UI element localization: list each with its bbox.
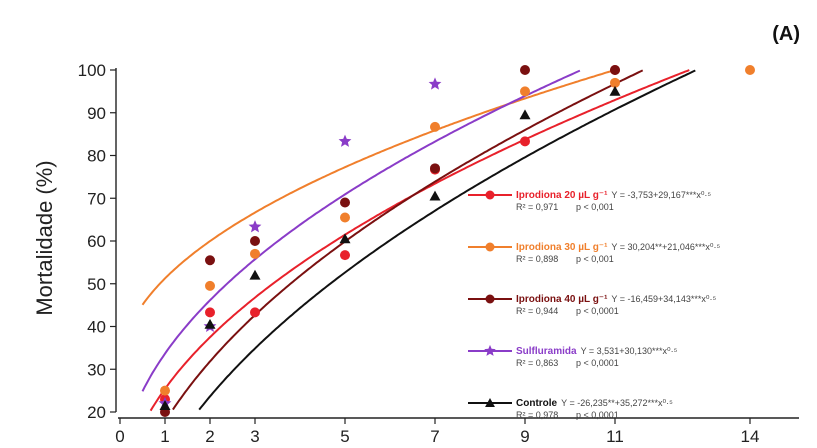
data-point-series-2 (205, 280, 215, 291)
legend-marker-series-1 (485, 190, 495, 200)
legend-series-name: Iprodiona 40 µL g⁻¹ (516, 294, 608, 305)
legend-p-value: p < 0,0001 (576, 410, 619, 420)
y-tick-label: 40 (87, 318, 106, 337)
data-point-series-2 (520, 86, 530, 97)
data-point-series-5 (204, 318, 216, 329)
panel-label: (A) (772, 23, 800, 45)
legend-p-value: p < 0,001 (576, 202, 614, 212)
data-point-series-2 (250, 248, 260, 259)
legend-r-squared: R² = 0,944 (516, 306, 558, 316)
data-point-series-1 (340, 250, 350, 261)
x-tick-label: 5 (340, 427, 349, 446)
data-point-series-4 (248, 220, 262, 233)
x-tick-label: 9 (520, 427, 529, 446)
legend-equation: Y = 30,204**+21,046***x⁰·⁵ (611, 242, 720, 252)
fit-curve-series-5 (198, 69, 696, 411)
y-tick-label: 80 (87, 147, 106, 166)
data-point-series-2 (745, 65, 755, 75)
legend-series-name: Controle (516, 398, 558, 409)
legend-equation: Y = -26,235**+35,272***x⁰·⁵ (561, 398, 673, 408)
data-point-series-3 (610, 65, 620, 75)
data-point-series-2 (430, 121, 440, 132)
fit-curves (141, 69, 696, 412)
legend-r-squared: R² = 0,863 (516, 358, 558, 368)
legend-equation: Y = -3,753+29,167***x⁰·⁵ (611, 190, 711, 200)
legend-marker-series-5 (485, 398, 495, 407)
fit-curve-series-4 (141, 69, 581, 392)
legend-marker-series-2 (485, 242, 495, 252)
data-point-series-1 (250, 307, 260, 318)
legend-marker-series-3 (485, 294, 495, 304)
data-point-series-3 (205, 255, 215, 266)
data-point-series-5 (339, 233, 351, 244)
data-point-series-3 (520, 65, 530, 75)
data-point-series-5 (429, 190, 441, 201)
x-tick-label: 14 (741, 427, 760, 446)
fit-curve-series-2 (141, 69, 615, 306)
y-tick-label: 100 (78, 61, 106, 80)
data-point-series-5 (609, 85, 621, 96)
data-point-series-3 (430, 163, 440, 174)
legend-p-value: p < 0,0001 (576, 358, 619, 368)
x-tick-label: 0 (115, 427, 124, 446)
y-tick-label: 90 (87, 104, 106, 123)
data-point-series-3 (340, 197, 350, 208)
data-point-series-3 (250, 236, 260, 246)
legend-r-squared: R² = 0,971 (516, 202, 558, 212)
x-tick-label: 7 (430, 427, 439, 446)
legend-series-name: Iprodiona 30 µL g⁻¹ (516, 242, 608, 253)
x-tick-label: 2 (205, 427, 214, 446)
data-point-series-2 (610, 77, 620, 88)
legend-p-value: p < 0,001 (576, 254, 614, 264)
x-tick-label: 3 (250, 427, 259, 446)
data-point-series-1 (520, 136, 530, 147)
y-tick-label: 60 (87, 232, 106, 251)
axes: 20 30 40 50 60 70 80 90 100 0 1 2 3 5 7 9 11 14 (78, 61, 799, 446)
y-tick-label: 20 (87, 403, 106, 422)
data-point-series-2 (160, 385, 170, 396)
data-point-series-5 (159, 400, 171, 410)
y-tick-label: 70 (87, 189, 106, 208)
data-point-series-4 (338, 134, 352, 147)
y-tick-label: 50 (87, 275, 106, 294)
data-point-series-1 (205, 307, 215, 318)
y-tick-label: 30 (87, 360, 106, 379)
data-point-series-2 (340, 212, 350, 223)
data-point-series-5 (249, 269, 261, 280)
legend-r-squared: R² = 0,978 (516, 410, 558, 420)
fit-curve-series-3 (172, 69, 644, 411)
x-tick-label: 1 (160, 427, 169, 446)
data-point-series-5 (519, 109, 531, 120)
legend-marker-series-4 (484, 344, 496, 356)
data-points (158, 65, 755, 417)
legend-equation: Y = -16,459+34,143***x⁰·⁵ (611, 294, 716, 304)
legend-series-name: Sulfluramida (516, 346, 577, 357)
legend: Iprodiona 20 µL g⁻¹ Y = -3,753+29,167***x… (468, 190, 720, 420)
x-tick-label: 11 (606, 427, 624, 446)
y-axis-label: Mortalidade (%) (32, 160, 57, 315)
legend-equation: Y = 3,531+30,130***x⁰·⁵ (581, 346, 678, 356)
legend-p-value: p < 0,0001 (576, 306, 619, 316)
data-point-series-4 (428, 77, 442, 90)
legend-series-name: Iprodiona 20 µL g⁻¹ (516, 190, 608, 201)
legend-r-squared: R² = 0,898 (516, 254, 558, 264)
